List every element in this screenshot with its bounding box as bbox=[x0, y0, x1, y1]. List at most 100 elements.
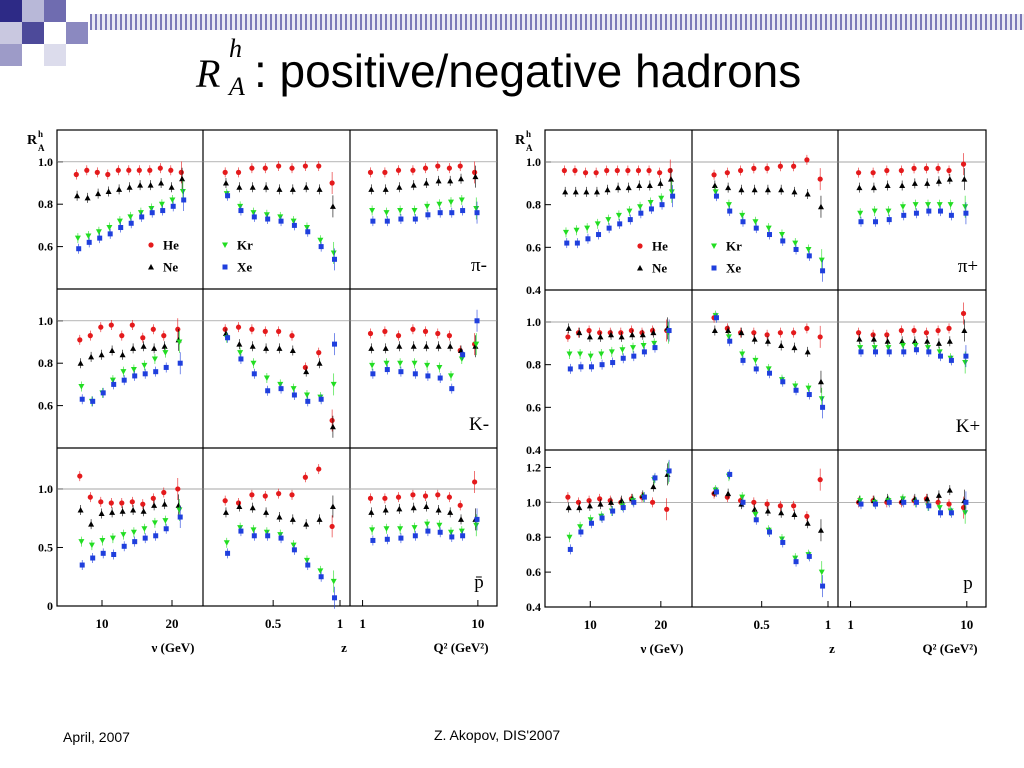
marker-he bbox=[276, 328, 282, 334]
data-point bbox=[249, 489, 255, 500]
marker-xe bbox=[132, 539, 138, 545]
data-point bbox=[251, 368, 257, 379]
data-point bbox=[105, 186, 112, 197]
data-point bbox=[250, 524, 257, 535]
data-point bbox=[422, 163, 429, 174]
data-point bbox=[751, 334, 758, 345]
marker-xe bbox=[670, 193, 676, 199]
marker-he bbox=[422, 493, 429, 499]
data-point bbox=[382, 343, 389, 354]
marker-xe bbox=[926, 349, 932, 355]
y-tick-label: 0.6 bbox=[38, 240, 53, 254]
marker-kr bbox=[263, 529, 270, 536]
data-point bbox=[873, 216, 879, 227]
marker-he bbox=[664, 506, 670, 512]
marker-ne bbox=[911, 180, 918, 186]
marker-kr bbox=[647, 200, 654, 206]
marker-kr bbox=[473, 341, 480, 348]
data-point bbox=[88, 519, 95, 530]
data-point bbox=[120, 529, 127, 540]
data-point bbox=[265, 214, 271, 225]
marker-ne bbox=[935, 178, 942, 184]
marker-xe bbox=[740, 499, 746, 505]
marker-ne bbox=[604, 186, 611, 193]
marker-he bbox=[586, 327, 592, 334]
data-point bbox=[161, 487, 167, 498]
data-point bbox=[858, 499, 864, 510]
data-point bbox=[168, 165, 174, 176]
marker-he bbox=[618, 330, 624, 336]
marker-he bbox=[77, 473, 83, 479]
y-tick-label: 0.6 bbox=[526, 565, 541, 579]
data-point bbox=[804, 346, 811, 357]
data-point bbox=[778, 340, 785, 351]
x-tick-label: 10 bbox=[96, 616, 109, 631]
data-point bbox=[370, 216, 376, 227]
marker-xe bbox=[873, 219, 879, 225]
marker-he bbox=[150, 326, 156, 332]
data-point bbox=[158, 199, 165, 210]
data-point bbox=[586, 500, 593, 511]
decoration-square bbox=[44, 44, 66, 66]
hadron-label: K+ bbox=[956, 416, 980, 437]
data-point bbox=[901, 210, 907, 221]
marker-kr bbox=[725, 202, 732, 208]
data-point bbox=[411, 358, 418, 369]
x-axis-label: Q² (GeV²) bbox=[922, 641, 977, 656]
data-point bbox=[753, 223, 759, 234]
marker-kr bbox=[566, 351, 573, 357]
data-point bbox=[659, 199, 665, 210]
data-point bbox=[617, 218, 623, 229]
data-point bbox=[383, 358, 390, 369]
marker-xe bbox=[100, 550, 106, 556]
marker-xe bbox=[412, 216, 418, 222]
data-point bbox=[780, 537, 786, 548]
data-point bbox=[249, 163, 255, 174]
marker-he bbox=[302, 163, 308, 169]
marker-ne bbox=[447, 509, 454, 515]
marker-kr bbox=[237, 350, 244, 356]
data-point bbox=[911, 325, 917, 336]
marker-he bbox=[646, 167, 652, 174]
marker-ne bbox=[137, 182, 144, 188]
data-point bbox=[291, 390, 297, 400]
marker-kr bbox=[369, 362, 376, 369]
marker-he bbox=[119, 500, 125, 506]
marker-kr bbox=[424, 521, 431, 528]
data-point bbox=[140, 332, 146, 343]
marker-ne bbox=[130, 507, 137, 513]
marker-he bbox=[302, 364, 308, 371]
data-point bbox=[629, 329, 636, 340]
y-tick-label: 0.4 bbox=[526, 443, 541, 457]
marker-he bbox=[136, 167, 142, 173]
marker-xe bbox=[118, 225, 124, 231]
marker-ne bbox=[276, 345, 283, 351]
data-point bbox=[738, 184, 745, 195]
data-point bbox=[249, 341, 256, 352]
marker-ne bbox=[586, 502, 593, 509]
data-point bbox=[593, 186, 600, 197]
data-point bbox=[141, 360, 148, 371]
x-tick-label: 10 bbox=[471, 616, 484, 631]
marker-ne bbox=[625, 184, 632, 191]
marker-xe bbox=[398, 535, 404, 541]
data-point bbox=[963, 345, 969, 368]
x-tick-label: 10 bbox=[960, 617, 973, 632]
data-point bbox=[586, 325, 592, 336]
marker-xe bbox=[793, 559, 799, 565]
marker-kr bbox=[130, 529, 137, 536]
data-point bbox=[85, 231, 92, 241]
marker-ne bbox=[140, 343, 147, 349]
marker-ne bbox=[597, 501, 604, 507]
data-point bbox=[384, 534, 390, 545]
decoration-square bbox=[44, 0, 66, 22]
marker-ne bbox=[396, 505, 403, 512]
data-point bbox=[898, 325, 904, 336]
marker-ne bbox=[458, 175, 465, 182]
data-point bbox=[588, 518, 594, 529]
data-point bbox=[127, 211, 134, 222]
data-point bbox=[670, 185, 676, 208]
data-point bbox=[278, 533, 284, 544]
marker-kr bbox=[250, 360, 257, 367]
data-point bbox=[871, 206, 878, 217]
